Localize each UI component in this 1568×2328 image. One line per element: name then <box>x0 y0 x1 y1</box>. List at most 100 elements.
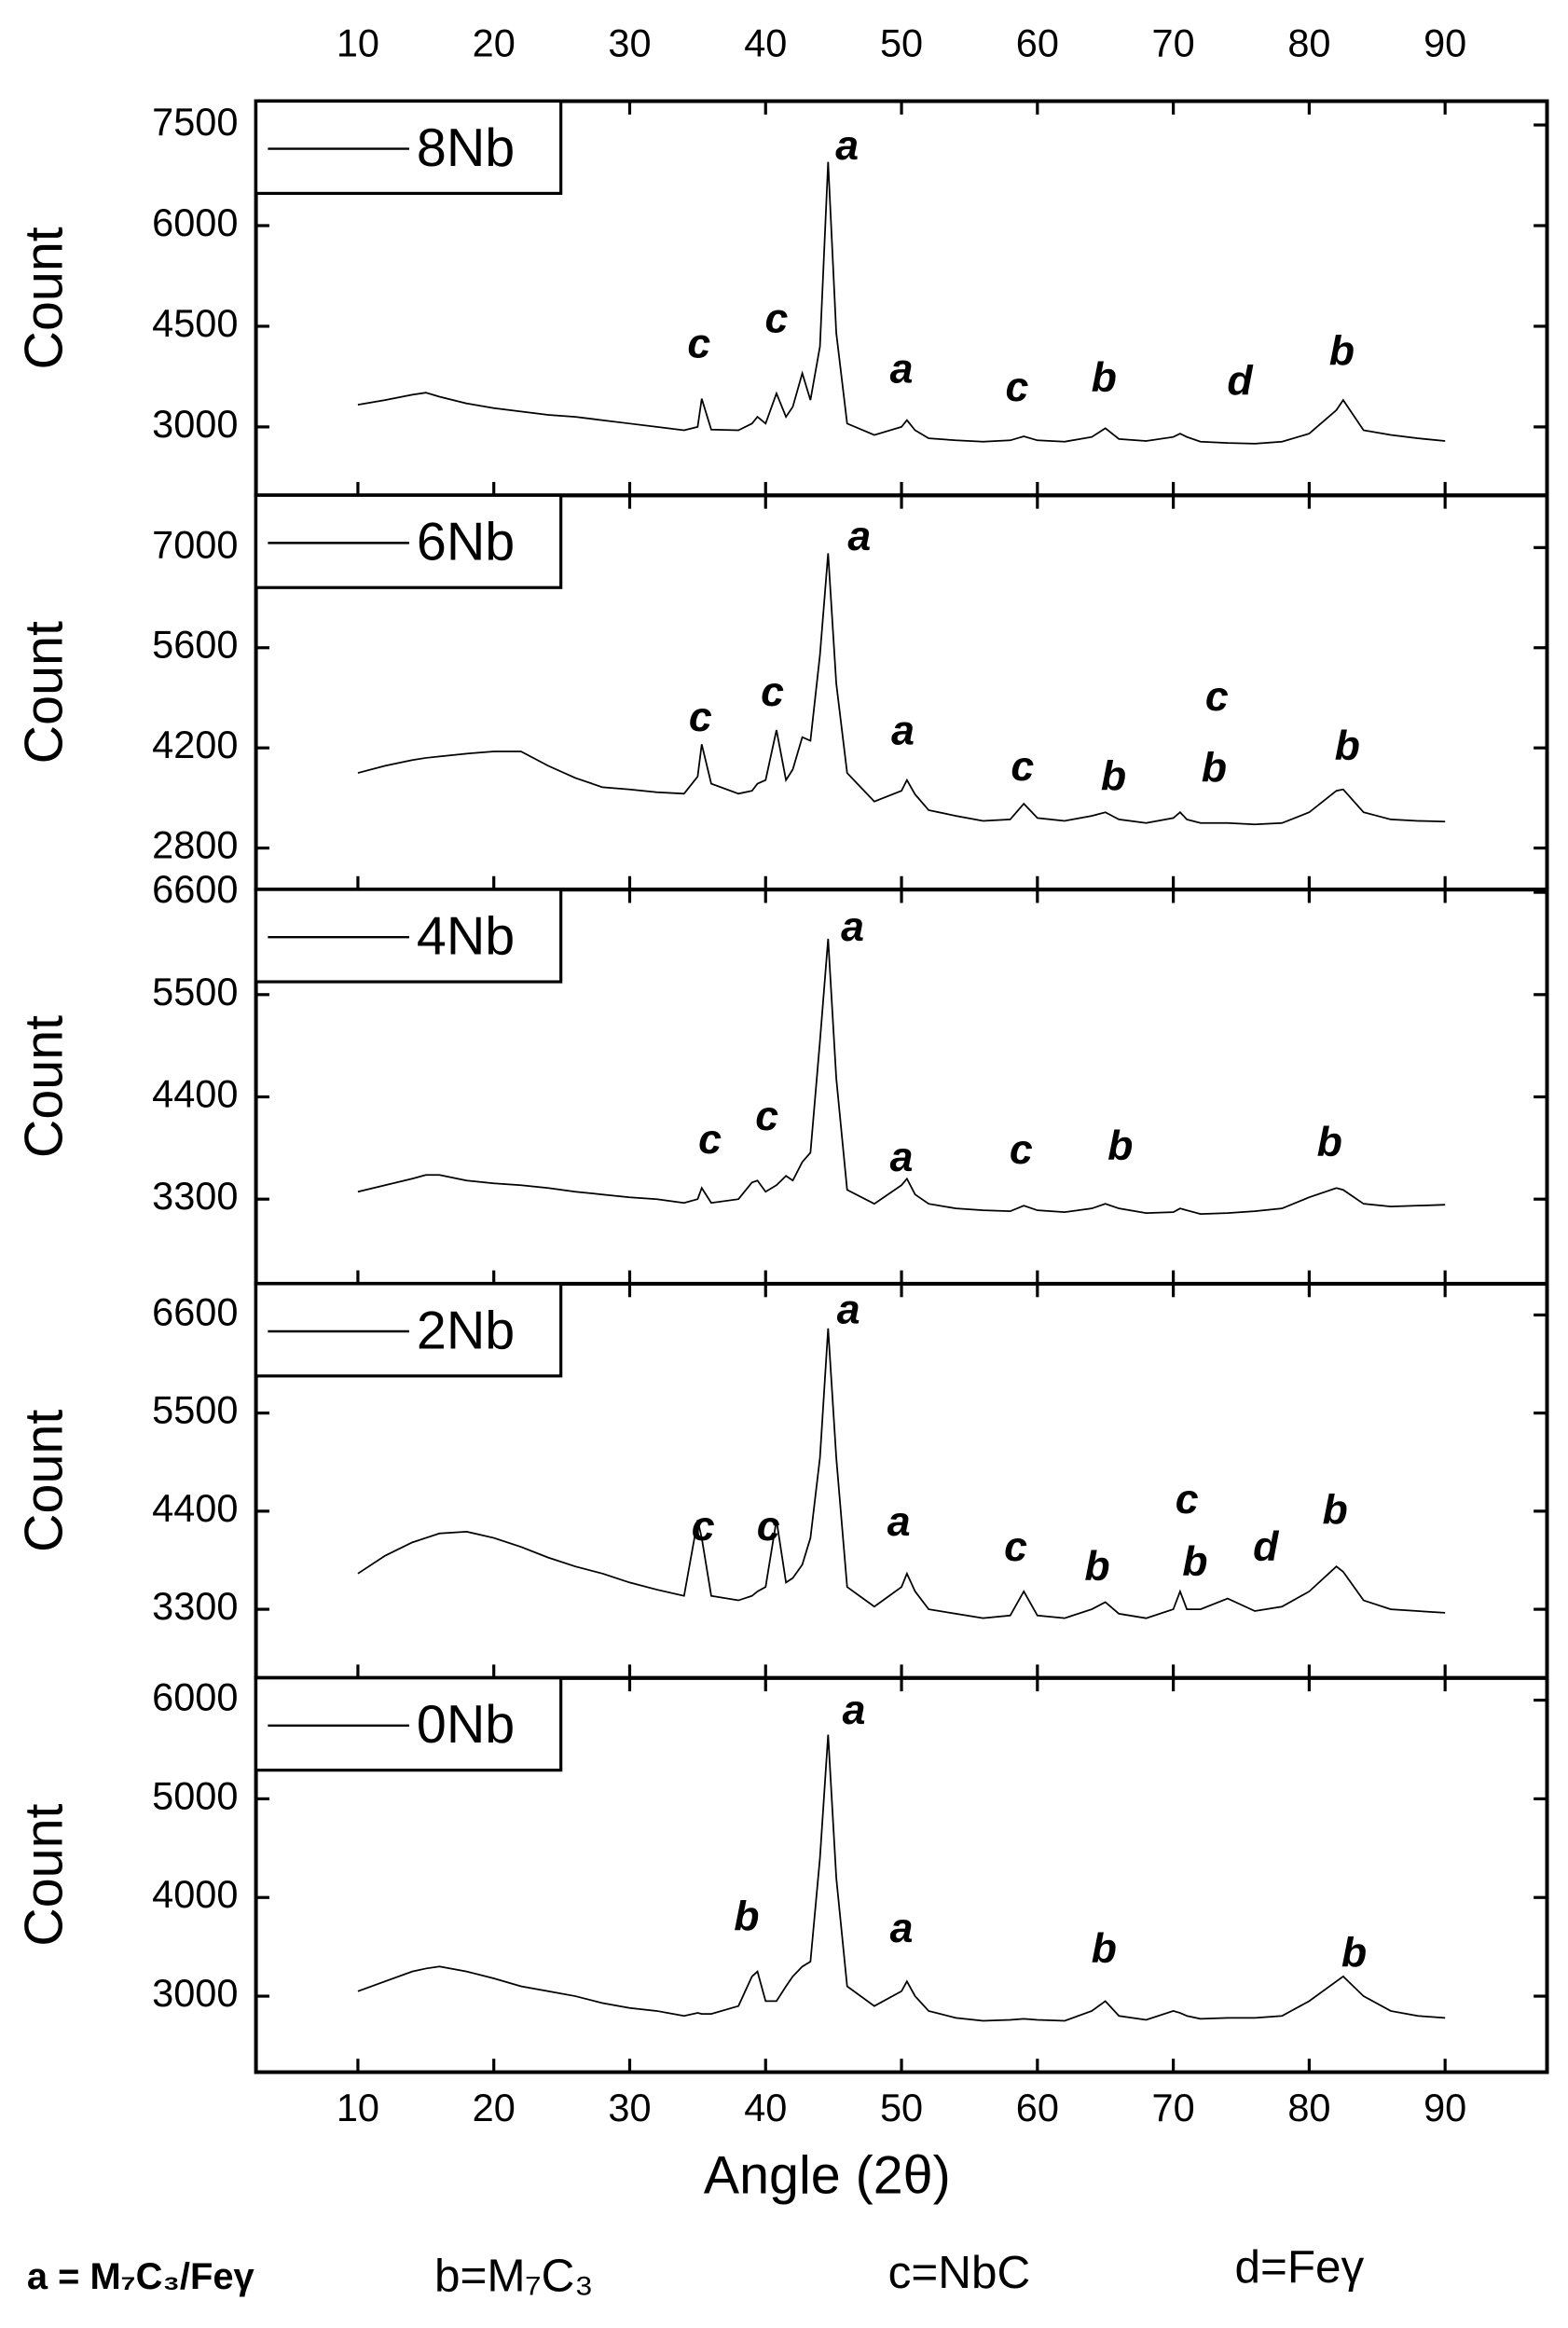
data-line <box>357 938 1446 1216</box>
peak-label: c <box>689 695 712 740</box>
x-tick-label: 40 <box>744 2086 787 2129</box>
data-line <box>357 1734 1446 2022</box>
y-tick-label: 5500 <box>152 1388 238 1432</box>
peak-label: c <box>1004 1524 1027 1570</box>
legend-box <box>254 1282 563 1378</box>
legend-box <box>254 493 563 589</box>
y-axis-label: Count <box>14 1015 74 1158</box>
peak-label: b <box>1084 1544 1109 1590</box>
peak-label: b <box>1101 754 1126 800</box>
y-axis-label: Count <box>14 227 74 369</box>
y-tick-label: 7500 <box>152 100 238 144</box>
note: a = M₇C₃/Feγ <box>27 2256 255 2297</box>
peak-label: c <box>765 296 789 341</box>
y-tick-label: 3000 <box>152 402 238 446</box>
peak-label: b <box>1202 746 1227 792</box>
x-axis-label: Angle (2θ) <box>704 2146 951 2206</box>
x-tick-label: 80 <box>1287 2086 1330 2129</box>
peak-label: a <box>835 123 859 169</box>
peak-label: a <box>847 514 871 559</box>
peak-label: b <box>1092 355 1117 401</box>
legend-label: 4Nb <box>417 907 515 967</box>
peak-label: c <box>1011 744 1034 790</box>
peak-label: a <box>837 1287 860 1332</box>
y-tick-label: 3300 <box>152 1584 238 1628</box>
peak-label: c <box>755 1094 778 1139</box>
peak-label: c <box>698 1117 722 1163</box>
peak-label: a <box>887 1499 911 1545</box>
peak-label: a <box>890 347 914 393</box>
y-tick-label: 4500 <box>152 301 238 345</box>
x-tick-label: 40 <box>744 21 787 64</box>
y-tick-label: 2800 <box>152 823 238 867</box>
peak-label: a <box>843 1687 866 1733</box>
peak-label: b <box>1317 1120 1342 1165</box>
note: b=M₇C₃ <box>434 2250 593 2301</box>
legend-label: 8Nb <box>417 118 515 178</box>
y-axis-label: Count <box>14 621 74 764</box>
x-tick-label: 10 <box>337 2086 379 2129</box>
legend-label: 2Nb <box>417 1301 515 1360</box>
peak-label: a <box>890 1906 914 1951</box>
y-tick-label: 7000 <box>152 522 238 566</box>
peak-label: c <box>1006 365 1029 410</box>
y-tick-label: 6600 <box>152 867 238 911</box>
peak-label: b <box>1341 1930 1367 1976</box>
legend-box <box>254 99 563 196</box>
peak-label: d <box>1227 359 1254 405</box>
peak-label: c <box>1176 1477 1199 1522</box>
y-tick-label: 4200 <box>152 723 238 766</box>
data-line <box>357 1328 1446 1619</box>
y-axis-label: Count <box>14 1804 74 1947</box>
note: c=NbC <box>888 2247 1031 2298</box>
peak-label: b <box>734 1894 759 1939</box>
x-tick-label: 10 <box>337 21 379 64</box>
peak-label: b <box>1329 328 1355 374</box>
y-tick-label: 4400 <box>152 1071 238 1115</box>
note: d=Feγ <box>1234 2241 1364 2293</box>
x-tick-label: 50 <box>880 21 923 64</box>
peak-label: c <box>757 1504 780 1550</box>
x-tick-label: 20 <box>473 21 516 64</box>
x-tick-label: 50 <box>880 2086 923 2129</box>
y-tick-label: 4000 <box>152 1872 238 1916</box>
peak-label: a <box>890 1135 914 1180</box>
data-line <box>357 161 1446 445</box>
peak-label: a <box>841 904 864 950</box>
peak-label: b <box>1335 723 1360 769</box>
y-tick-label: 5600 <box>152 623 238 667</box>
x-tick-label: 90 <box>1424 21 1466 64</box>
y-tick-label: 6000 <box>152 200 238 244</box>
peak-label: b <box>1182 1539 1207 1585</box>
y-tick-label: 6600 <box>152 1289 238 1333</box>
peak-label: c <box>761 669 784 715</box>
x-tick-label: 70 <box>1152 2086 1195 2129</box>
peak-label: b <box>1107 1123 1133 1169</box>
legend-label: 0Nb <box>417 1695 515 1755</box>
peak-label: a <box>891 709 915 754</box>
peak-label: c <box>687 321 710 366</box>
data-line <box>357 553 1446 826</box>
peak-label: b <box>1322 1488 1347 1534</box>
legend-label: 6Nb <box>417 513 515 572</box>
x-tick-label: 60 <box>1016 2086 1059 2129</box>
y-tick-label: 3000 <box>152 1971 238 2015</box>
y-axis-label: Count <box>14 1410 74 1552</box>
peak-label: d <box>1253 1524 1280 1570</box>
x-tick-label: 80 <box>1287 21 1330 64</box>
legend-box <box>254 1676 563 1772</box>
y-tick-label: 5500 <box>152 970 238 1013</box>
x-tick-label: 60 <box>1016 21 1059 64</box>
peak-label: b <box>1092 1926 1117 1972</box>
x-tick-label: 30 <box>608 2086 651 2129</box>
peak-label: c <box>1205 674 1229 720</box>
peak-label: c <box>692 1504 715 1550</box>
y-tick-label: 4400 <box>152 1486 238 1530</box>
peak-label: c <box>1010 1127 1033 1173</box>
x-tick-label: 70 <box>1152 21 1195 64</box>
y-tick-label: 3300 <box>152 1174 238 1218</box>
y-tick-label: 6000 <box>152 1675 238 1719</box>
x-tick-label: 90 <box>1424 2086 1466 2129</box>
y-tick-label: 5000 <box>152 1773 238 1817</box>
